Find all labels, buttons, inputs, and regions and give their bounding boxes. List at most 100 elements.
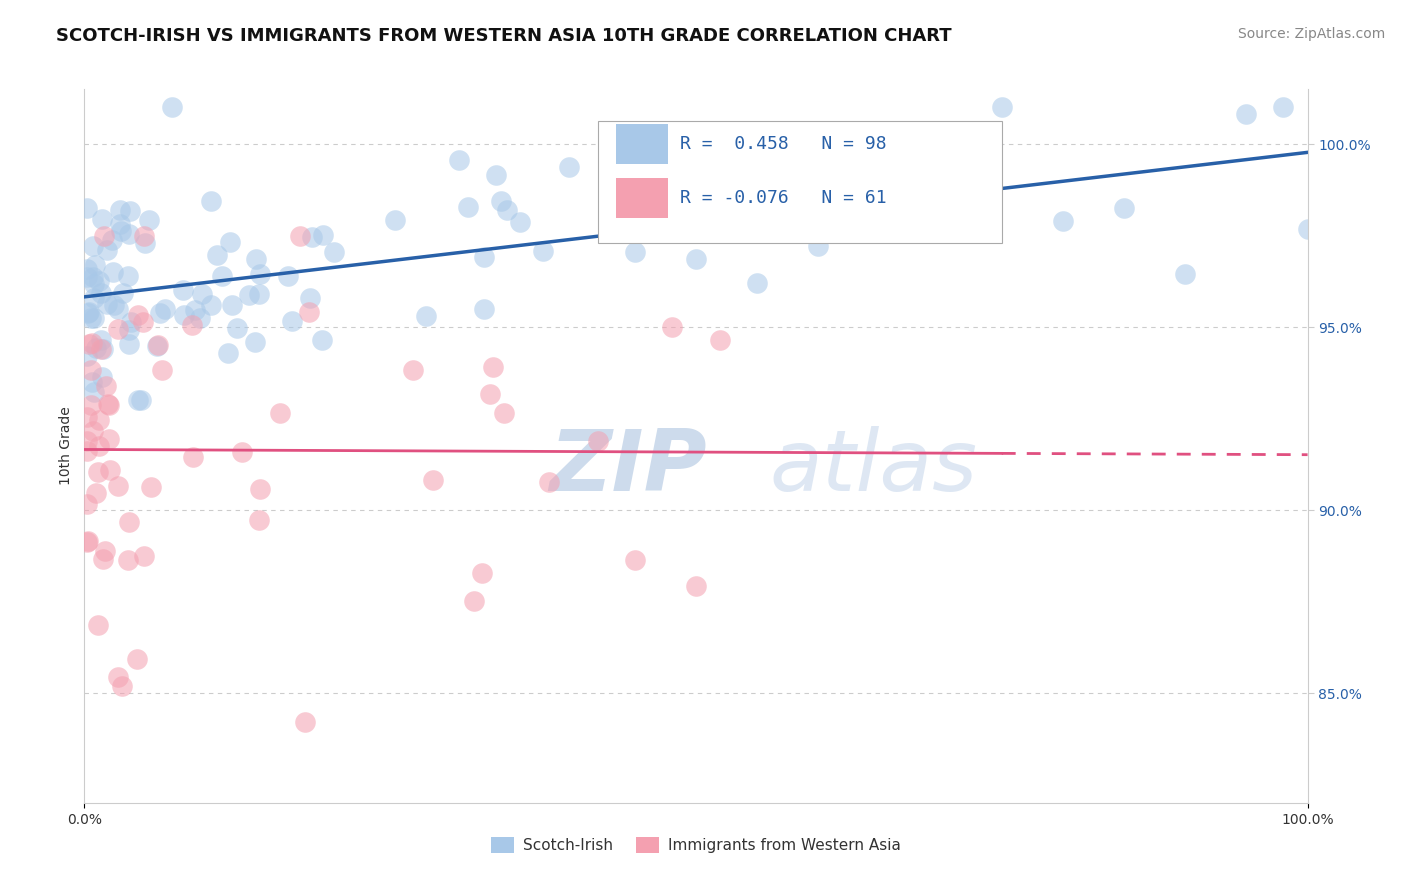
- Point: [1296, 222, 1319, 236]
- Point: [200, 194, 222, 208]
- Point: [281, 314, 304, 328]
- Point: [98, 398, 121, 412]
- Point: [402, 362, 425, 376]
- Point: [991, 101, 1014, 115]
- Point: [245, 334, 267, 349]
- Point: [139, 480, 162, 494]
- Point: [247, 286, 270, 301]
- Point: [384, 213, 406, 227]
- Point: [148, 338, 170, 352]
- Text: R = -0.076   N = 61: R = -0.076 N = 61: [681, 189, 887, 207]
- Point: [1052, 213, 1074, 227]
- Point: [479, 387, 502, 401]
- Point: [226, 320, 249, 334]
- Point: [117, 269, 139, 284]
- Point: [482, 360, 505, 375]
- Point: [89, 439, 111, 453]
- Y-axis label: 10th Grade: 10th Grade: [59, 407, 73, 485]
- Point: [112, 285, 135, 300]
- Point: [531, 244, 554, 259]
- Point: [298, 292, 321, 306]
- Point: [94, 544, 117, 558]
- Point: [80, 310, 103, 325]
- Point: [191, 286, 214, 301]
- Point: [509, 215, 531, 229]
- Point: [231, 445, 253, 459]
- Point: [474, 301, 496, 316]
- Point: [84, 258, 107, 272]
- Point: [120, 203, 142, 218]
- Point: [87, 274, 110, 288]
- Point: [76, 306, 98, 320]
- Point: [118, 227, 141, 241]
- Point: [485, 168, 508, 182]
- Point: [80, 363, 103, 377]
- Point: [83, 277, 105, 292]
- Point: [108, 217, 131, 231]
- Point: [101, 265, 124, 279]
- Point: [138, 213, 160, 227]
- Text: Source: ZipAtlas.com: Source: ZipAtlas.com: [1237, 27, 1385, 41]
- Point: [150, 362, 173, 376]
- Point: [103, 298, 125, 312]
- Point: [149, 306, 172, 320]
- Point: [127, 308, 149, 322]
- Point: [173, 308, 195, 322]
- Point: [709, 333, 731, 347]
- Text: R =  0.458   N = 98: R = 0.458 N = 98: [681, 136, 887, 153]
- Point: [93, 228, 115, 243]
- Point: [76, 497, 98, 511]
- Point: [217, 346, 239, 360]
- Point: [298, 305, 321, 319]
- Point: [117, 553, 139, 567]
- Point: [422, 474, 444, 488]
- Point: [146, 339, 169, 353]
- Point: [82, 238, 104, 252]
- Point: [91, 369, 114, 384]
- Point: [87, 617, 110, 632]
- Point: [79, 305, 101, 319]
- Point: [495, 202, 517, 217]
- Point: [249, 482, 271, 496]
- Point: [200, 298, 222, 312]
- Point: [218, 235, 240, 249]
- Point: [77, 533, 100, 548]
- Point: [82, 270, 104, 285]
- Point: [107, 302, 129, 317]
- Point: [301, 230, 323, 244]
- Point: [747, 276, 769, 290]
- Point: [97, 397, 120, 411]
- Point: [118, 336, 141, 351]
- Point: [110, 202, 132, 217]
- Point: [77, 337, 100, 351]
- Point: [90, 285, 112, 300]
- Point: [277, 269, 299, 284]
- Point: [76, 349, 98, 363]
- Point: [181, 318, 204, 333]
- Point: [89, 412, 111, 426]
- Point: [661, 320, 683, 334]
- Point: [538, 475, 561, 489]
- Point: [84, 341, 107, 355]
- Point: [107, 479, 129, 493]
- Point: [91, 342, 114, 356]
- Point: [247, 513, 270, 527]
- Point: [685, 579, 707, 593]
- Point: [415, 309, 437, 323]
- Point: [188, 310, 211, 325]
- Point: [118, 323, 141, 337]
- Point: [83, 291, 105, 305]
- Legend: Scotch-Irish, Immigrants from Western Asia: Scotch-Irish, Immigrants from Western As…: [485, 831, 907, 859]
- Point: [111, 680, 134, 694]
- Point: [110, 224, 132, 238]
- Point: [76, 261, 98, 276]
- Text: ZIP: ZIP: [550, 425, 707, 509]
- Point: [96, 243, 118, 257]
- Point: [205, 248, 228, 262]
- Point: [472, 250, 495, 264]
- Point: [101, 233, 124, 247]
- Point: [624, 245, 647, 260]
- Point: [869, 151, 891, 165]
- Point: [929, 127, 952, 141]
- Point: [107, 321, 129, 335]
